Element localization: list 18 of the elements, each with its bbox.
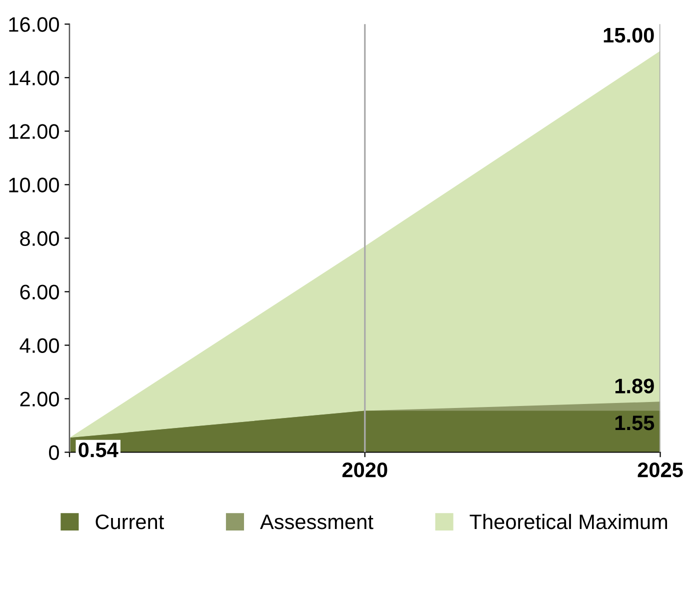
y-tick-label: 0 [49,445,59,460]
y-tick-label: 4.00 [20,338,59,353]
y-tick-label: 12.00 [9,124,59,139]
y-tick-label: 10.00 [9,178,59,192]
y-tick-label: 14.00 [9,70,59,86]
y-tick-label: 16.00 [9,17,59,32]
legend-label: Current [96,514,164,530]
data-label: 1.89 [615,378,654,394]
legend-label: Theoretical Maximum [470,514,668,530]
x-tick-label: 2020 [342,462,388,478]
data-label: 0.54 [78,442,118,458]
y-tick-label: 6.00 [20,284,59,300]
y-tick-label: 2.00 [20,392,59,406]
data-label: 15.00 [604,28,654,43]
legend-label: Assessment [260,514,374,530]
y-tick-label: 8.00 [20,231,59,246]
x-tick-label: 2025 [638,462,683,478]
data-label: 1.55 [615,416,654,430]
